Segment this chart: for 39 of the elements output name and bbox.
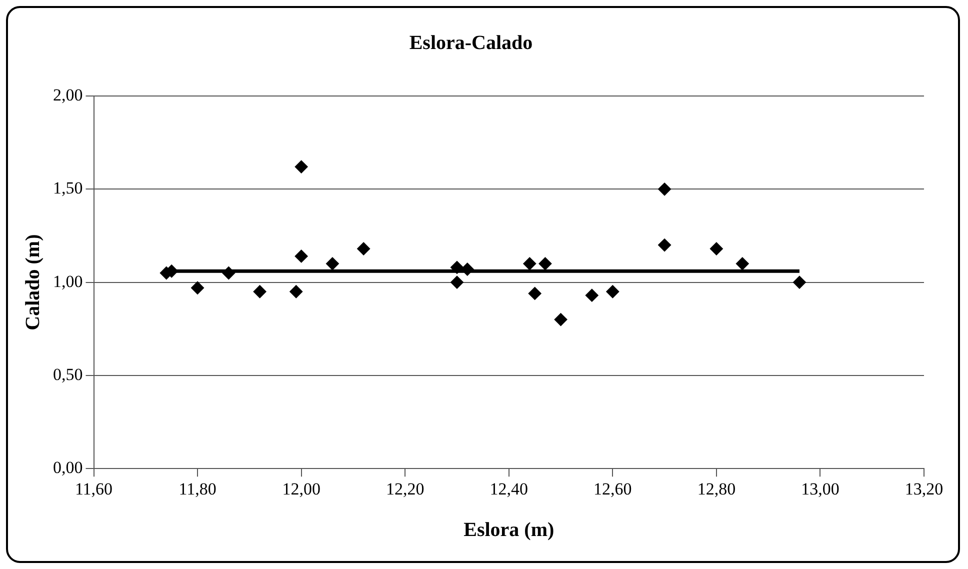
point — [326, 257, 339, 270]
y-tick-label: 1,00 — [53, 272, 83, 291]
point — [460, 262, 474, 276]
point — [523, 257, 536, 270]
point — [710, 242, 723, 256]
point — [294, 160, 308, 174]
x-tick-label: 12,60 — [594, 479, 632, 498]
point — [294, 250, 308, 263]
y-tick-label: 2,00 — [53, 85, 83, 104]
point — [585, 288, 598, 302]
point — [222, 266, 236, 280]
point — [792, 276, 806, 289]
point — [253, 285, 266, 298]
y-axis-title: Calado (m) — [22, 234, 44, 330]
y-tick-label: 0,50 — [53, 364, 83, 384]
point — [290, 285, 303, 298]
point — [554, 313, 568, 326]
point — [658, 182, 672, 196]
x-tick-label: 12,80 — [697, 479, 736, 498]
point — [606, 285, 620, 298]
x-tick-label: 11,60 — [74, 479, 113, 498]
x-tick-label: 12,40 — [490, 479, 528, 498]
point — [528, 286, 542, 300]
x-tick-label: 13,00 — [801, 479, 840, 498]
x-tick-label: 12,20 — [386, 479, 424, 498]
y-tick-label: 0,00 — [53, 458, 83, 478]
x-tick-label: 12,00 — [282, 479, 320, 498]
x-tick-label: 11,80 — [178, 479, 216, 498]
x-tick-label: 13,20 — [904, 479, 944, 498]
point — [450, 260, 464, 274]
y-tick-label: 1,50 — [53, 178, 83, 198]
point — [191, 281, 204, 294]
point — [658, 238, 672, 252]
x-axis-title: Eslora (m) — [464, 519, 554, 542]
point — [357, 242, 370, 256]
chart-title: Eslora-Calado — [409, 32, 533, 54]
point — [538, 257, 552, 270]
point — [450, 276, 464, 289]
point — [736, 257, 749, 270]
